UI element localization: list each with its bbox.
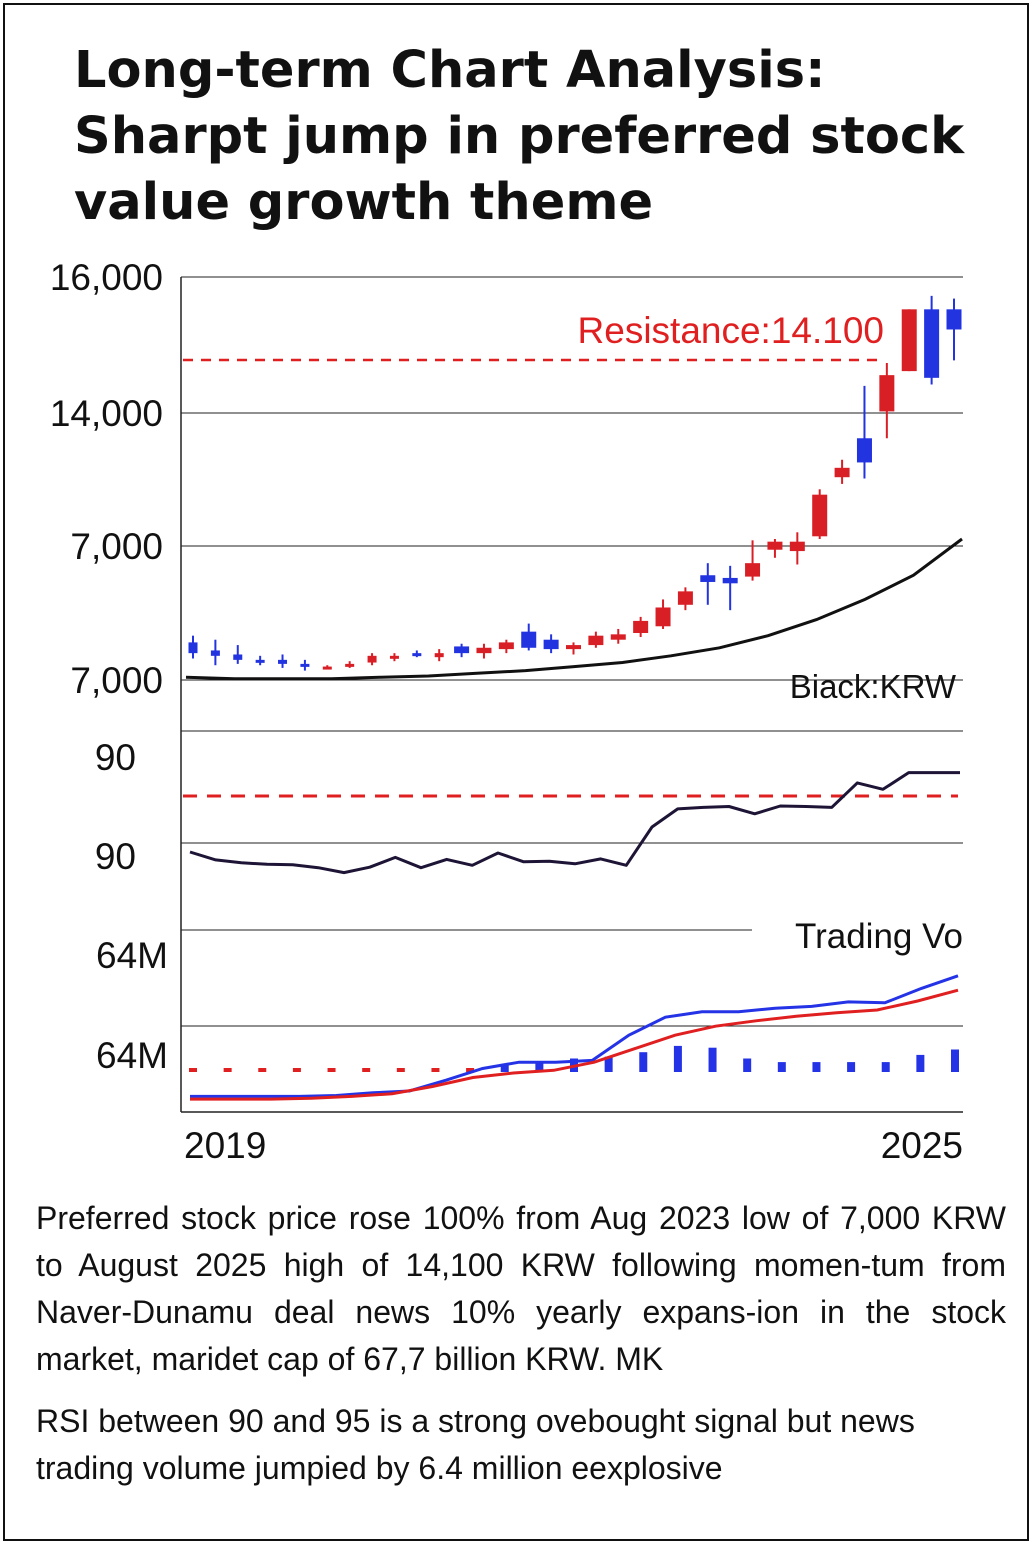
- volume-bar: [604, 1056, 613, 1072]
- candle-body: [812, 494, 828, 537]
- price-tick-label: 16,000: [50, 257, 163, 298]
- x-tick-label-end: 2025: [881, 1125, 963, 1166]
- candle-body: [901, 309, 917, 372]
- rsi-panel: [183, 771, 960, 875]
- description-paragraph-2: RSI between 90 and 95 is a strong ovebou…: [36, 1403, 915, 1486]
- candle-body: [278, 659, 288, 664]
- resistance-label: Resistance:14.100: [578, 310, 884, 351]
- chart-title: Long-term Chart Analysis: Sharpt jump in…: [74, 38, 974, 236]
- candle-body: [543, 639, 559, 650]
- moving-average-line: [185, 537, 963, 681]
- candle-body: [700, 575, 716, 582]
- volume-tick-label: 64M: [96, 935, 168, 976]
- candle-body: [566, 645, 581, 650]
- candle-body: [856, 438, 872, 463]
- candle-body: [210, 650, 220, 656]
- candle-body: [454, 646, 470, 654]
- candle-body: [745, 563, 761, 577]
- volume-bar: [708, 1047, 717, 1072]
- volume-legend-label: Trading Vo: [795, 917, 963, 956]
- price-panel: Resistance:14.100 Biack:KRW: [183, 295, 963, 705]
- volume-bar: [743, 1058, 752, 1072]
- rsi-line: [189, 771, 960, 875]
- candle-body: [610, 634, 626, 640]
- title-line-3: value growth theme: [74, 173, 654, 232]
- title-line-2: Sharpt jump in preferred stock: [74, 107, 965, 166]
- volume-bar: [639, 1052, 648, 1072]
- volume-label-backdrop: [752, 912, 967, 960]
- volume-bar: [881, 1062, 890, 1072]
- candle-body: [946, 309, 962, 330]
- description-paragraph-1: Preferred stock price rose 100% from Aug…: [36, 1200, 1006, 1377]
- candle-body: [879, 375, 895, 412]
- title-line-1: Long-term Chart Analysis:: [74, 41, 826, 100]
- candle-body: [476, 647, 492, 654]
- candle-body: [322, 666, 332, 670]
- volume-bar: [327, 1068, 336, 1072]
- price-tick-label: 7,000: [70, 660, 163, 701]
- candle-body: [677, 591, 693, 605]
- candle-body: [924, 309, 940, 378]
- candle-body: [655, 607, 671, 627]
- volume-bar: [673, 1045, 682, 1072]
- rsi-tick-label: 90: [95, 836, 136, 877]
- volume-bar: [500, 1063, 509, 1072]
- volume-bar: [189, 1068, 197, 1072]
- volume-red-line: [190, 988, 959, 1101]
- price-tick-label: 14,000: [50, 393, 163, 434]
- candle-body: [521, 631, 537, 648]
- x-tick-label-start: 2019: [184, 1125, 266, 1166]
- gridlines: [180, 276, 963, 1113]
- volume-tick-label: 64M: [96, 1035, 168, 1076]
- candle-body: [233, 654, 243, 660]
- candle-body: [434, 653, 444, 658]
- volume-bar: [431, 1068, 440, 1072]
- axis-labels: 16,000 14,000 7,000 7,000 90 90 64M 64M 2019 2025: [50, 257, 963, 1166]
- candle-body: [633, 620, 649, 633]
- volume-bar: [535, 1063, 544, 1072]
- candle-body: [345, 663, 355, 667]
- volume-bar: [812, 1062, 821, 1072]
- candle-body: [367, 655, 377, 663]
- volume-bar: [258, 1068, 267, 1072]
- volume-bar: [916, 1054, 925, 1072]
- candle-body: [588, 635, 604, 646]
- volume-panel: Trading Vo: [189, 912, 967, 1101]
- price-tick-label: 7,000: [70, 526, 163, 567]
- candle-body: [255, 659, 265, 663]
- rsi-tick-label: 90: [95, 737, 136, 778]
- volume-bar: [777, 1062, 786, 1072]
- candle-body: [389, 655, 399, 659]
- volume-bar: [292, 1068, 301, 1072]
- candle-body: [789, 541, 805, 552]
- chart-frame: [3, 3, 1029, 1541]
- candle-body: [300, 663, 310, 667]
- candle-body: [722, 577, 738, 584]
- price-legend-label: Biack:KRW: [790, 668, 957, 705]
- volume-bar: [847, 1062, 856, 1072]
- volume-bar: [362, 1068, 371, 1072]
- volume-blue-line: [190, 974, 959, 1098]
- candle-body: [767, 541, 783, 550]
- volume-bar: [466, 1068, 475, 1072]
- candle-body: [412, 653, 422, 657]
- candle-body: [834, 467, 850, 478]
- candle-body: [498, 642, 514, 650]
- volume-bar: [396, 1068, 405, 1072]
- volume-bar: [223, 1068, 232, 1072]
- stock-chart: 16,000 14,000 7,000 7,000 90 90 64M 64M 2019 2025…: [49, 257, 967, 1166]
- volume-bar: [951, 1049, 959, 1072]
- candle-body: [188, 642, 198, 654]
